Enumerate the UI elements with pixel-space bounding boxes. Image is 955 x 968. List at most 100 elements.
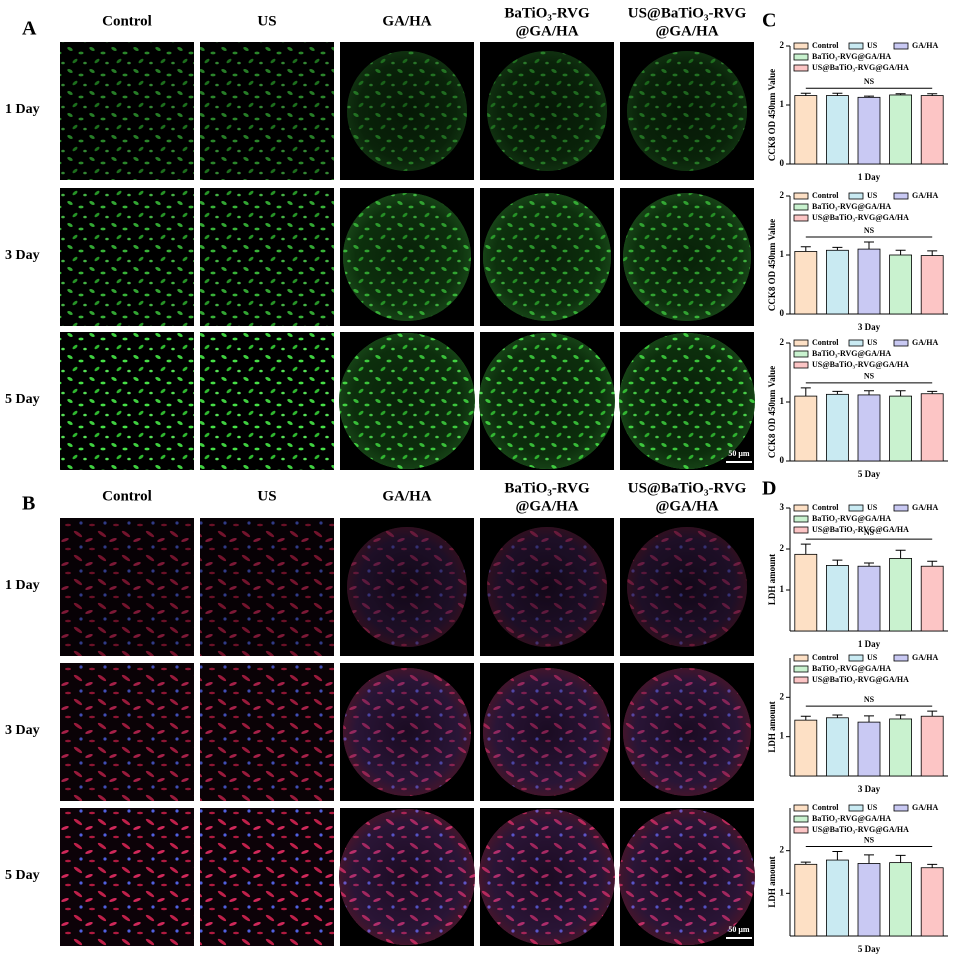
- row-label: 5 Day: [5, 392, 40, 407]
- cells: [627, 51, 747, 171]
- cells: [479, 333, 615, 469]
- labels: A Control US GA/HA BaTiO₃-RVG @GA/HA US@BaTiO₃…: [5, 5, 776, 939]
- cells: [343, 668, 471, 796]
- error-bar: [800, 92, 811, 96]
- significance-label: NS: [864, 226, 875, 235]
- legend-swatch: [893, 654, 909, 662]
- legend-label: BaTiO₃-RVG@GA/HA: [812, 349, 891, 358]
- error-bar: [927, 560, 938, 567]
- error-bar: [895, 93, 906, 95]
- significance-label: NS: [864, 695, 875, 704]
- micrograph: [480, 663, 614, 801]
- legend-label: GA/HA: [912, 653, 938, 662]
- charts: 0 1 2 CCK8 OD 450nm Value 1 Day NS Control US GA…: [767, 40, 948, 954]
- micrograph: [339, 808, 475, 946]
- error-bar: [895, 390, 906, 397]
- micrograph: [479, 808, 615, 946]
- legend-label: Control: [812, 653, 839, 662]
- error-bar: [800, 543, 811, 555]
- cells: [627, 527, 747, 647]
- legend-swatch: [793, 203, 809, 211]
- micrograph: [620, 663, 754, 801]
- bar: [826, 393, 849, 462]
- legend-label: BaTiO₃-RVG@GA/HA: [812, 52, 891, 61]
- column-header: @GA/HA: [515, 498, 578, 514]
- bar: [857, 565, 881, 632]
- micrograph: [60, 42, 194, 180]
- error-bar: [895, 549, 906, 559]
- row-label: 5 Day: [5, 868, 40, 883]
- error-bar: [832, 390, 843, 395]
- bar: [857, 863, 881, 937]
- legend-swatch: [793, 192, 809, 200]
- error-bar: [832, 851, 843, 861]
- legend-swatch: [793, 64, 809, 72]
- legend-label: US: [867, 41, 878, 50]
- column-header: US: [257, 13, 276, 29]
- error-bar: [895, 714, 906, 719]
- legend-label: BaTiO₃-RVG@GA/HA: [812, 202, 891, 211]
- error-bar: [895, 854, 906, 863]
- cells: [60, 808, 194, 946]
- legend-label: GA/HA: [912, 191, 938, 200]
- cells: [619, 333, 755, 469]
- legend-swatch: [793, 361, 809, 369]
- cells: [623, 193, 751, 321]
- bar-chart: 0 1 2 CCK8 OD 450nm Value 5 Day NS Control US GA…: [767, 337, 948, 479]
- legend-label: GA/HA: [912, 41, 938, 50]
- y-axis-label: LDH amount: [767, 701, 777, 752]
- cells: [479, 809, 615, 945]
- legend-swatch: [893, 192, 909, 200]
- legend-label: Control: [812, 338, 839, 347]
- x-axis-label: 1 Day: [858, 639, 881, 649]
- error-bar: [832, 92, 843, 96]
- legend-swatch: [793, 526, 809, 534]
- legend-swatch: [893, 504, 909, 512]
- panel-label: B: [22, 493, 35, 515]
- legend-swatch: [793, 654, 809, 662]
- micrograph: [200, 188, 334, 326]
- micrograph: [340, 518, 474, 656]
- legend-label: Control: [812, 503, 839, 512]
- cells: [623, 668, 751, 796]
- error-bar: [927, 390, 938, 394]
- legend-swatch: [793, 804, 809, 812]
- legend-label: US@BaTiO₃-RVG@GA/HA: [812, 675, 909, 684]
- legend-label: BaTiO₃-RVG@GA/HA: [812, 514, 891, 523]
- error-bar: [864, 95, 874, 98]
- bar: [920, 715, 944, 777]
- micrograph: [340, 42, 474, 180]
- scale-bar-label: 50 μm: [728, 449, 750, 458]
- y-axis-label: CCK8 OD 450nm Value: [767, 366, 777, 458]
- bar: [794, 395, 818, 462]
- bar: [889, 254, 912, 315]
- cells: [347, 527, 467, 647]
- column-header: US@BaTiO₃-RVG: [628, 480, 747, 496]
- error-bar: [800, 715, 811, 721]
- scale-bar-label: 50 μm: [728, 925, 750, 934]
- error-bar: [927, 250, 938, 256]
- error-bar: [927, 863, 938, 868]
- column-header: Control: [102, 13, 152, 29]
- significance-label: NS: [864, 77, 875, 86]
- micrograph: [200, 808, 334, 946]
- y-axis-label: LDH amount: [767, 554, 777, 605]
- bar-chart: 0 1 2 CCK8 OD 450nm Value 3 Day NS Control US GA…: [767, 190, 948, 332]
- legend-swatch: [893, 42, 909, 50]
- y-tick-label: 3: [780, 502, 785, 512]
- micrograph: [60, 808, 194, 946]
- legend-swatch: [793, 504, 809, 512]
- cells: [60, 188, 194, 326]
- micrograph: [480, 42, 614, 180]
- cells: [487, 51, 607, 171]
- legend-swatch: [793, 42, 809, 50]
- cells: [60, 518, 194, 656]
- legend-label: US: [867, 503, 878, 512]
- error-bar: [927, 710, 938, 717]
- y-tick-label: 2: [780, 190, 785, 200]
- legend-swatch: [793, 665, 809, 673]
- y-tick-label: 0: [780, 158, 785, 168]
- significance-label: NS: [864, 372, 875, 381]
- bar: [920, 95, 944, 165]
